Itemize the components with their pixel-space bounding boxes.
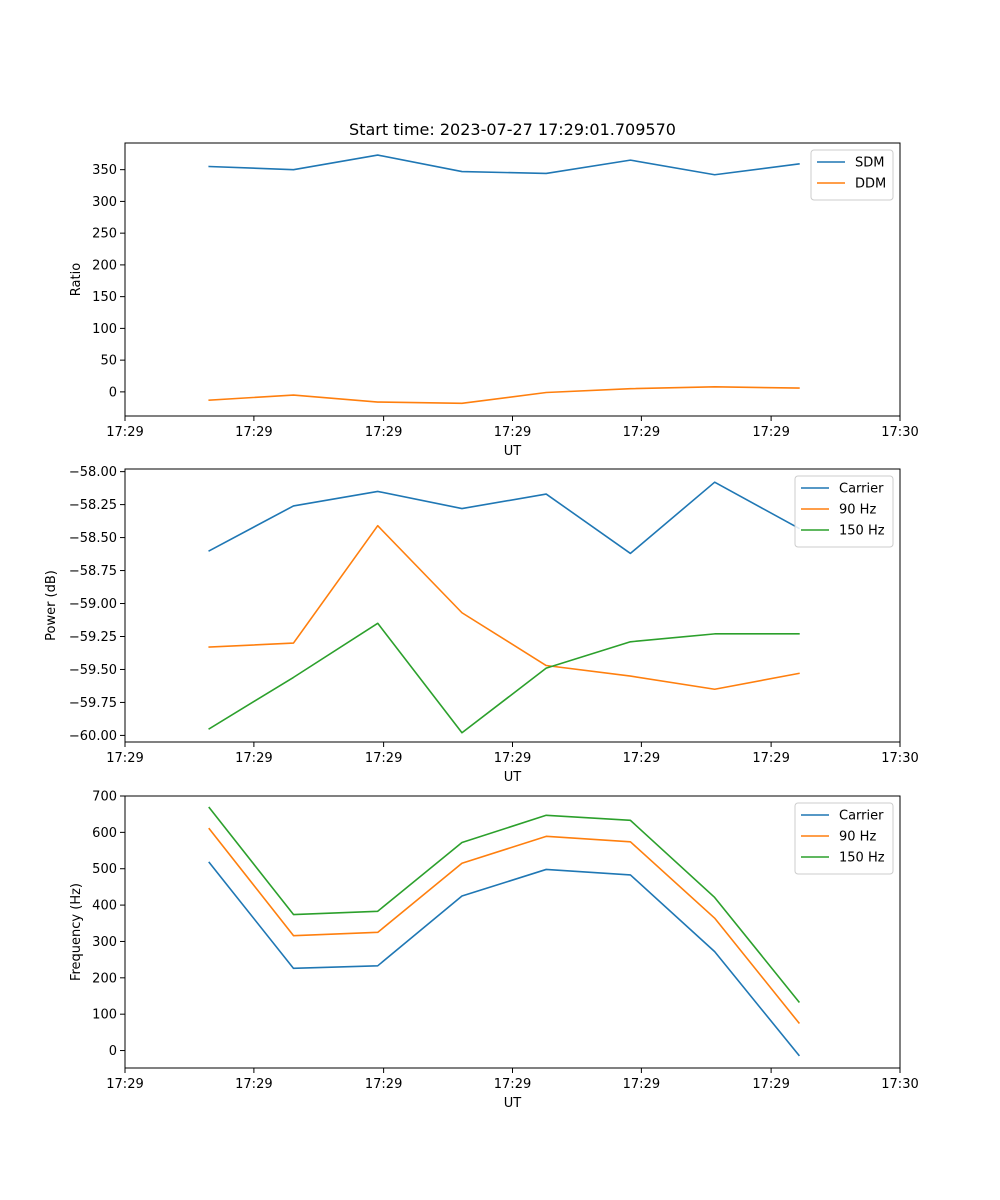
series-line-ddm [208,385,800,405]
x-axis-label: UT [504,444,522,459]
x-tick-label: 17:29 [752,425,789,440]
y-tick-label: 100 [92,1008,117,1023]
chart-panel-1: Start time: 2023-07-27 17:29:01.709570 17… [69,120,919,459]
x-tick-label: 17:29 [494,751,531,766]
y-tick-label: 200 [92,971,117,986]
y-tick-label: 300 [92,195,117,210]
y-axis-label: Frequency (Hz) [69,883,84,981]
x-tick-label: 17:29 [106,1077,143,1092]
legend-entry: 90 Hz [839,830,876,845]
chart-panels: Start time: 2023-07-27 17:29:01.709570 17… [44,120,919,1111]
y-tick-label: 600 [92,826,117,841]
x-axis-label: UT [504,1096,522,1111]
y-tick-label: 50 [100,354,117,369]
x-tick-label: 17:29 [494,1077,531,1092]
y-tick-label: 350 [92,163,117,178]
y-tick-label: −60.00 [69,729,117,744]
x-tick-label: 17:29 [623,1077,660,1092]
x-tick-label: 17:29 [106,751,143,766]
y-tick-label: 0 [109,385,117,400]
y-tick-label: 0 [109,1044,117,1059]
legend-entry: 90 Hz [839,503,876,518]
legend-entry: SDM [855,156,884,171]
y-tick-label: −58.25 [69,498,117,513]
y-tick-label: −59.00 [69,597,117,612]
chart-panel-3: 17:29 17:29 17:29 17:29 17:29 17:29 17:30 0 100 2… [69,790,919,1112]
y-tick-label: −58.50 [69,531,117,546]
legend-entry: 150 Hz [839,851,885,866]
y-tick-label: 700 [92,790,117,805]
x-tick-label: 17:29 [235,1077,272,1092]
y-tick-label: 250 [92,227,117,242]
x-axis-label: UT [504,770,522,785]
legend: Carrier 90 Hz 150 Hz [794,802,894,875]
x-tick-label: 17:29 [106,425,143,440]
x-tick-label: 17:30 [881,1077,918,1092]
y-tick-label: 400 [92,899,117,914]
x-tick-label: 17:30 [881,425,918,440]
legend: SDM DDM [810,149,894,201]
y-tick-label: 500 [92,862,117,877]
y-tick-label: 200 [92,258,117,273]
series-line-150-hz [208,806,801,1003]
x-tick-label: 17:29 [752,751,789,766]
series-line-sdm [208,154,800,176]
y-tick-label: −59.25 [69,630,117,645]
legend: Carrier 90 Hz 150 Hz [794,475,894,548]
x-tick-label: 17:30 [881,751,918,766]
legend-entry: 150 Hz [839,524,885,539]
x-tick-label: 17:29 [752,1077,789,1092]
y-tick-label: 100 [92,322,117,337]
x-tick-label: 17:29 [623,425,660,440]
y-tick-label: −59.50 [69,663,117,678]
x-tick-label: 17:29 [365,1077,402,1092]
y-tick-label: 150 [92,290,117,305]
series-line-90-hz [208,524,800,691]
legend-entry: DDM [855,177,886,192]
y-tick-label: −58.00 [69,465,117,480]
x-tick-label: 17:29 [235,425,272,440]
x-tick-label: 17:29 [494,425,531,440]
y-tick-label: 300 [92,935,117,950]
y-tick-label: −59.75 [69,696,117,711]
series-line-90-hz [208,827,801,1025]
y-tick-label: −58.75 [69,564,117,579]
x-tick-label: 17:29 [623,751,660,766]
legend-entry: Carrier [839,809,884,824]
x-tick-label: 17:29 [365,425,402,440]
y-axis-label: Power (dB) [44,570,59,641]
series-line-carrier [208,861,801,1057]
chart-title: Start time: 2023-07-27 17:29:01.709570 [349,120,676,139]
legend-entry: Carrier [839,482,884,497]
series-line-150-hz [208,622,800,734]
x-tick-label: 17:29 [235,751,272,766]
y-axis-label: Ratio [69,263,84,296]
chart-panel-2: 17:29 17:29 17:29 17:29 17:29 17:29 17:30 −60.0… [44,465,919,785]
x-tick-label: 17:29 [365,751,402,766]
series-line-carrier [208,481,800,555]
